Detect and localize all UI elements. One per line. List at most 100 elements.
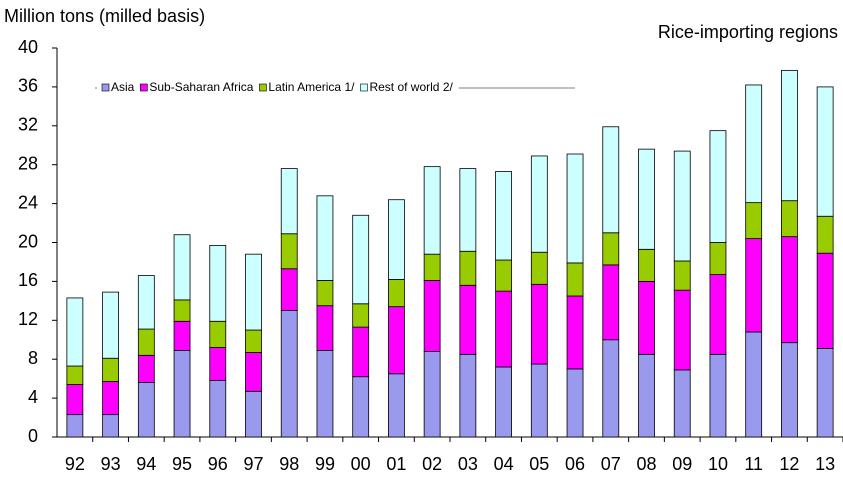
y-tick-label: 40 xyxy=(18,37,38,57)
bar-segment xyxy=(280,268,298,311)
y-tick-label: 32 xyxy=(18,115,38,135)
bar-segment xyxy=(602,232,620,266)
bar-segment xyxy=(66,365,84,385)
bar-segment xyxy=(137,382,155,438)
bar-segment xyxy=(173,234,191,301)
legend-swatch xyxy=(360,83,368,92)
x-tick-label: 02 xyxy=(422,454,442,474)
legend-bg xyxy=(97,80,459,96)
x-tick-label: 08 xyxy=(636,454,656,474)
bar-segment xyxy=(245,253,262,331)
bar-segment xyxy=(423,166,441,255)
bar-segment xyxy=(423,280,441,352)
bar-segment xyxy=(388,199,405,280)
bar-segment xyxy=(459,250,477,286)
legend-swatch xyxy=(259,83,267,92)
bar-segment xyxy=(245,390,262,438)
x-tick-label: 05 xyxy=(529,454,549,474)
bar-segment xyxy=(709,353,727,438)
bar-segment xyxy=(423,253,441,281)
y-tick-label: 20 xyxy=(18,231,38,251)
bar-segment xyxy=(66,297,84,367)
bar-segment xyxy=(673,369,691,438)
bar-segment xyxy=(280,233,298,270)
bar-segment xyxy=(102,414,119,438)
x-tick-label: 98 xyxy=(279,454,299,474)
bar-segment xyxy=(316,305,334,351)
bar-segment xyxy=(495,259,512,292)
legend-swatch xyxy=(101,83,110,92)
legend-label: Latin America 1/ xyxy=(268,80,355,94)
bar-segment xyxy=(530,155,548,253)
bar-segment xyxy=(495,171,512,261)
bar-segment xyxy=(602,264,620,341)
bar-segment xyxy=(495,366,512,438)
bar-segment xyxy=(209,347,227,381)
bar-segment xyxy=(352,326,370,378)
bar-segment xyxy=(316,350,334,438)
bar-segment xyxy=(66,414,84,438)
bar-segment xyxy=(781,200,798,238)
bar-segment xyxy=(816,348,834,438)
y-tick-label: 28 xyxy=(18,153,38,173)
x-tick-label: 11 xyxy=(744,454,763,474)
bar-segment xyxy=(602,339,620,438)
bar-segment xyxy=(745,331,763,438)
x-tick-label: 07 xyxy=(601,454,621,474)
x-tick-label: 00 xyxy=(351,454,371,474)
bar-segment xyxy=(781,69,798,202)
bar-segment xyxy=(209,245,227,322)
bar-segment xyxy=(566,295,584,370)
bar-segment xyxy=(137,328,155,356)
x-tick-label: 04 xyxy=(494,454,514,474)
bar-segment xyxy=(173,320,191,351)
x-tick-label: 94 xyxy=(136,454,156,474)
bar-segment xyxy=(316,195,334,281)
x-tick-label: 97 xyxy=(243,454,263,474)
bar-segment xyxy=(566,262,584,297)
y-tick-label: 24 xyxy=(18,192,38,212)
bar-segment xyxy=(102,381,119,416)
y-tick-label: 36 xyxy=(18,76,38,96)
bar-segment xyxy=(245,351,262,392)
bar-segment xyxy=(66,384,84,416)
x-tick-label: 92 xyxy=(65,454,85,474)
bar-segment xyxy=(566,368,584,438)
bar-segment xyxy=(638,353,655,438)
bar-segment xyxy=(709,130,727,243)
bar-segment xyxy=(137,275,155,330)
bar-segment xyxy=(781,342,798,438)
bar-segment xyxy=(352,376,370,438)
x-tick-label: 96 xyxy=(208,454,228,474)
bar-segment xyxy=(530,283,548,365)
x-tick-label: 13 xyxy=(815,454,835,474)
x-tick-label: 03 xyxy=(458,454,478,474)
bar-segment xyxy=(209,320,227,348)
bar-segment xyxy=(816,215,834,254)
bar-segment xyxy=(673,260,691,291)
bar-segment xyxy=(316,280,334,307)
bar-segment xyxy=(280,168,298,235)
bar-segment xyxy=(173,299,191,322)
bar-segment xyxy=(459,353,477,438)
x-tick-label: 09 xyxy=(672,454,692,474)
x-tick-label: 95 xyxy=(172,454,192,474)
bar-segment xyxy=(709,242,727,275)
bar-segment xyxy=(530,363,548,438)
bar-segment xyxy=(495,290,512,368)
y-tick-label: 16 xyxy=(18,270,38,290)
bar-segment xyxy=(459,168,477,252)
bar-segment xyxy=(781,236,798,344)
bar-segment xyxy=(566,153,584,264)
bar-segment xyxy=(352,303,370,328)
bar-segment xyxy=(209,380,227,438)
bar-segment xyxy=(137,354,155,383)
bar-segment xyxy=(816,252,834,349)
bar-segment xyxy=(673,289,691,371)
y-axis-label: Million tons (milled basis) xyxy=(4,6,205,26)
x-tick-label: 01 xyxy=(386,454,406,474)
bar-segment xyxy=(102,291,119,359)
bar-segment xyxy=(388,373,405,438)
bar-segment xyxy=(745,84,763,204)
bar-segment xyxy=(673,150,691,262)
